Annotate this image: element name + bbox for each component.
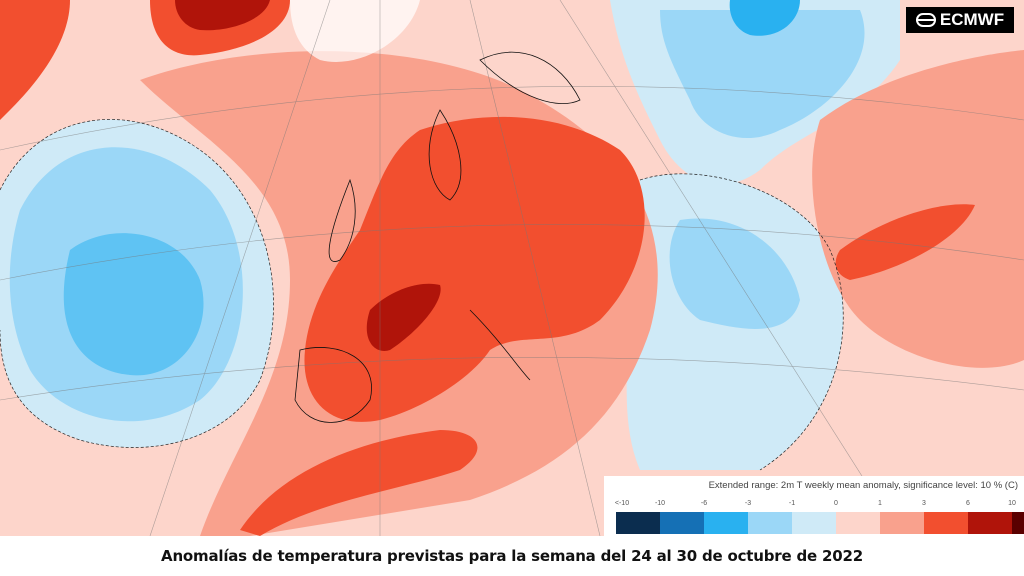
legend-color-bar xyxy=(616,512,1024,534)
graticule xyxy=(0,0,1024,536)
anomaly-region-red-north-africa xyxy=(240,430,478,536)
color-legend: Extended range: 2m T weekly mean anomaly… xyxy=(604,476,1024,536)
anomaly-region-darkred-france xyxy=(366,283,441,351)
significance-contours xyxy=(0,119,844,471)
legend-tick-label: 1 xyxy=(878,500,882,507)
legend-swatch xyxy=(880,512,924,534)
legend-swatch xyxy=(792,512,836,534)
anomaly-region-red-northwest xyxy=(0,0,70,120)
legend-tick-label: 0 xyxy=(834,500,838,507)
ecmwf-logo-icon xyxy=(915,13,936,27)
legend-tick-label: -6 xyxy=(700,500,708,507)
legend-tick-label: -3 xyxy=(744,500,752,507)
legend-ticks: <-10 -10 -6 -3 -1 0 1 3 6 10 xyxy=(614,500,1024,510)
legend-swatch xyxy=(836,512,880,534)
legend-swatch xyxy=(704,512,748,534)
legend-swatch xyxy=(616,512,660,534)
legend-tick-label: 10 xyxy=(1008,500,1016,507)
legend-tick-label: 3 xyxy=(922,500,926,507)
legend-tick-label: -10 xyxy=(654,500,666,507)
ecmwf-logo: ECMWF xyxy=(906,7,1014,33)
anomaly-region-blue-russia xyxy=(660,10,865,139)
coastlines xyxy=(294,51,581,423)
logo-text: ECMWF xyxy=(939,10,1005,29)
anomaly-region-mid-blue-atlantic xyxy=(63,233,204,376)
anomaly-region-pink-asia xyxy=(812,50,1024,368)
anomaly-region-white-arctic xyxy=(290,0,420,62)
legend-tick-label: -1 xyxy=(788,500,796,507)
legend-tick-label: 6 xyxy=(966,500,970,507)
legend-tick-label: <-10 xyxy=(614,500,630,507)
legend-swatch xyxy=(968,512,1012,534)
legend-title: Extended range: 2m T weekly mean anomaly… xyxy=(708,480,1018,491)
legend-swatch xyxy=(924,512,968,534)
anomaly-region-darkred-greenland xyxy=(175,0,270,31)
anomaly-region-darkblue-russia xyxy=(729,0,800,36)
legend-swatch xyxy=(1012,512,1024,534)
legend-swatch xyxy=(748,512,792,534)
caption: Anomalías de temperatura previstas para … xyxy=(161,547,863,565)
anomaly-region-blue-caspian xyxy=(669,218,800,329)
temperature-anomaly-map xyxy=(0,0,1024,536)
legend-swatch xyxy=(660,512,704,534)
anomaly-region-red-asia xyxy=(835,204,975,280)
